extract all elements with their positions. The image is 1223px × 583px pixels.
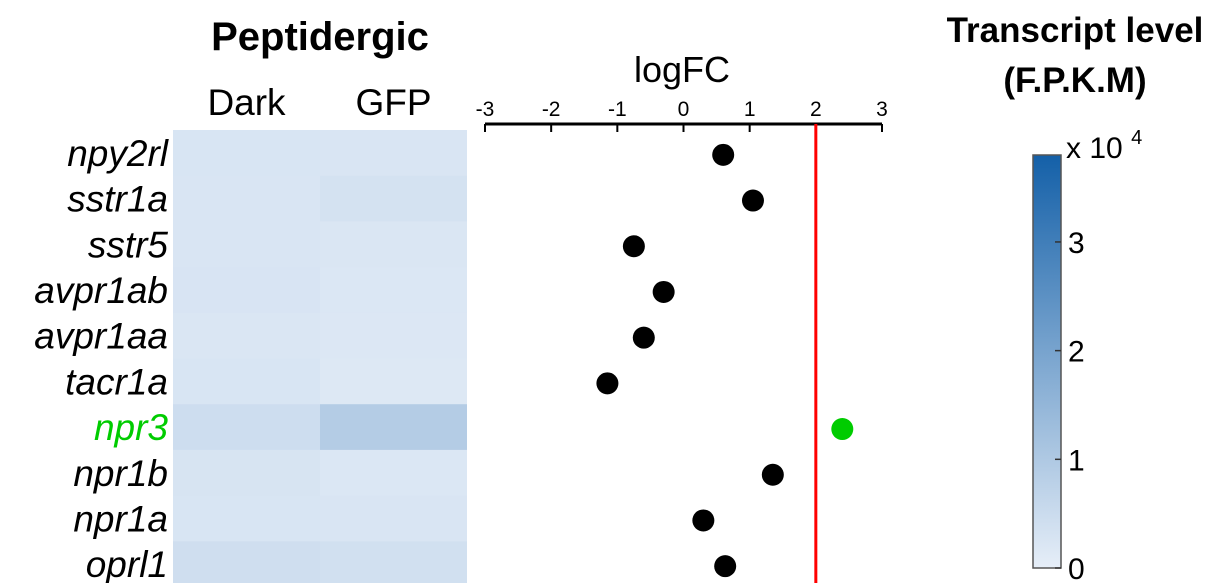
colorbar-exponent-base: x 10 [1066,132,1123,165]
heatmap-cell [320,175,467,222]
colorbar-exponent-power: 4 [1131,127,1142,149]
gene-label: sstr5 [88,224,169,265]
gene-label: tacr1a [65,361,168,402]
logfc-point [622,235,645,258]
gene-label: npy2rl [67,133,170,174]
gene-label: npr1b [73,453,168,494]
logfc-point [831,418,854,441]
logfc-tick-label: -3 [476,98,495,121]
heatmap-cell [320,312,467,359]
colorbar-tick-label: 1 [1068,444,1085,477]
logfc-point [714,555,737,578]
heatmap-cell [173,449,320,497]
logfc-point [652,280,675,303]
heatmap-cell [173,267,320,314]
logfc-tick-label: 3 [876,98,888,121]
heatmap-cell [320,130,467,177]
heatmap-cell [320,267,467,314]
heatmap-cell [173,221,320,268]
heatmap-cell [320,221,467,268]
gene-label: sstr1a [67,179,168,220]
heatmap-cell [173,312,320,359]
heatmap-title: Peptidergic [211,15,429,59]
gene-label: npr3 [94,407,168,448]
heatmap-cell [320,358,467,405]
column-label: Dark [207,82,286,123]
heatmap-cell [173,358,320,405]
gene-label: npr1a [73,498,168,539]
heatmap-cell [173,404,320,451]
logfc-tick-label: 0 [678,98,690,121]
logfc-point [596,372,619,395]
logfc-point [632,326,655,349]
colorbar [1032,154,1062,569]
heatmap-cell [173,495,320,542]
gene-label: oprl1 [86,544,168,583]
logfc-tick-label: 1 [744,98,756,121]
gene-label: avpr1ab [34,270,168,311]
colorbar-ticks: 0 1 2 3 [1055,227,1085,583]
heatmap-cell [320,404,467,451]
colorbar-title-line2: (F.P.K.M) [1003,61,1146,100]
logfc-points [596,143,854,578]
logfc-point [761,463,784,486]
colorbar-tick-label: 0 [1068,553,1085,583]
logfc-tick-label: -1 [608,98,627,121]
gene-label: avpr1aa [34,316,168,357]
logfc-tick-label: 2 [810,98,822,121]
heatmap-cell [320,495,467,542]
colorbar-exponent: x 10 4 [1066,127,1142,165]
column-label: GFP [355,82,431,123]
logfc-point [712,143,735,166]
colorbar-tick-label: 3 [1068,227,1085,260]
heatmap-cell [320,449,467,497]
logfc-point [741,189,764,212]
colorbar-title-line1: Transcript level [947,11,1204,50]
logfc-axis-label: logFC [634,49,730,90]
heatmap-cell [173,541,320,583]
logfc-tick-label: -2 [542,98,561,121]
heatmap-cell [173,175,320,222]
logfc-point [692,509,715,532]
heatmap-cells [173,130,467,583]
heatmap-column-labels: Dark GFP [207,82,431,123]
logfc-ticks: -3 -2 -1 0 1 2 3 [476,98,888,132]
heatmap-cell [173,130,320,177]
colorbar-tick-label: 2 [1068,336,1085,369]
heatmap-cell [320,541,467,583]
